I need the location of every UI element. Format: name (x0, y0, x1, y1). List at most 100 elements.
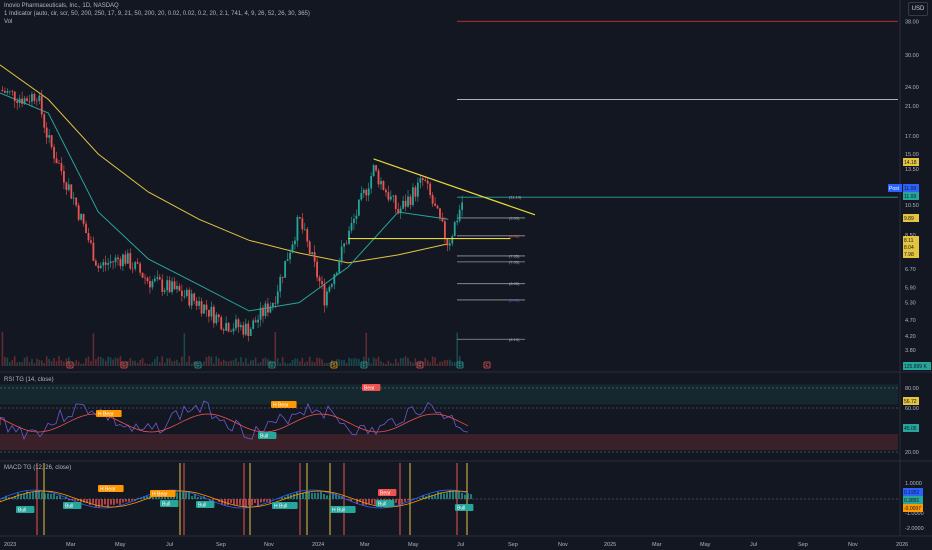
volume-bar (326, 362, 328, 366)
volume-bar (399, 357, 402, 366)
rsi-tick-label: 80.00 (905, 386, 919, 392)
earnings-marker-label: E (418, 363, 422, 369)
fib-level-label: (7.35) (509, 253, 520, 258)
price-tick-label: 24.00 (905, 85, 919, 91)
volume-bar (441, 361, 444, 366)
volume-bar (367, 357, 370, 366)
macd-histogram-bar (335, 494, 337, 499)
volume-bar (213, 363, 215, 366)
indicator-legend[interactable]: 1 Indicator (auto, cir, scr, 50, 200, 25… (4, 11, 310, 17)
candle-body (21, 98, 24, 104)
price-tick-label: 10.50 (905, 203, 919, 209)
volume-bar (232, 359, 235, 366)
macd-histogram-bar (434, 494, 436, 499)
volume-bar (28, 362, 31, 366)
earnings-marker-label: S (332, 363, 336, 369)
candle-body (126, 253, 129, 264)
macd-histogram-bar (23, 493, 25, 499)
candle-body (461, 202, 464, 210)
candle-body (144, 277, 146, 279)
candle-body (257, 319, 259, 323)
candle-body (367, 188, 370, 196)
volume-bar (372, 357, 375, 366)
volume-bar (264, 357, 267, 366)
candle-body (424, 179, 427, 181)
candle-body (131, 268, 134, 270)
macd-histogram-bar (350, 499, 352, 502)
volume-bar (254, 357, 257, 366)
candle-body (232, 328, 235, 332)
volume-bar (55, 361, 58, 366)
candle-body (375, 165, 377, 171)
macd-legend[interactable]: MACD TG (12, 26, close) (4, 465, 72, 471)
candle-body (414, 187, 417, 197)
candle-body (412, 187, 414, 205)
rsi-divergence-label-bg (271, 401, 297, 408)
volume-bar (40, 360, 43, 366)
volume-bar (397, 362, 400, 366)
macd-divergence-label: Bull (378, 502, 386, 508)
volume-bar (26, 356, 28, 366)
candle-body (119, 259, 122, 267)
macd-histogram-bar (47, 493, 49, 499)
candle-body (235, 319, 237, 329)
volume-bar (188, 356, 191, 366)
earnings-marker-label: E (68, 363, 72, 369)
candle-body (458, 209, 461, 221)
volume-bar (107, 356, 109, 366)
macd-histogram-bar (281, 496, 283, 499)
candle-body (262, 307, 264, 317)
macd-histogram-bar (323, 493, 325, 499)
candle-body (357, 199, 360, 216)
volume-bar (419, 360, 422, 366)
candle-body (249, 328, 252, 336)
volume-bar (77, 361, 80, 366)
post-badge (888, 184, 902, 192)
volume-bar (149, 363, 151, 366)
candle-body (48, 135, 51, 138)
currency-label[interactable]: USD (908, 2, 928, 16)
candle-body (53, 146, 55, 159)
macd-histogram-bar (470, 494, 472, 499)
candle-body (63, 171, 65, 183)
candle-body (75, 197, 78, 206)
candle-body (291, 244, 294, 253)
macd-histogram-bar (458, 491, 460, 499)
volume-bar (453, 362, 456, 366)
volume-bar (414, 358, 417, 366)
candle-body (380, 181, 382, 185)
volume-bar (313, 362, 316, 366)
volume-bar (316, 357, 318, 366)
price-tick-label: 15.00 (905, 152, 919, 158)
macd-histogram-bar (188, 491, 190, 499)
candle-body (377, 170, 380, 185)
macd-histogram-bar (248, 499, 250, 506)
candle-body (429, 183, 432, 196)
volume-legend[interactable]: Vol (4, 19, 13, 25)
price-badge (903, 250, 919, 258)
candle-body (195, 300, 198, 306)
rsi-divergence-label: Bull (260, 434, 268, 440)
macd-histogram-bar (8, 497, 10, 499)
candle-body (456, 220, 459, 223)
macd-histogram-bar (221, 499, 223, 505)
candle-body (104, 262, 107, 265)
volume-bar (321, 359, 323, 366)
volume-bar (269, 360, 272, 366)
fib-level-label: (7.05) (509, 259, 520, 264)
rsi-legend[interactable]: RSI TG (14, close) (4, 377, 54, 383)
candle-body (350, 223, 353, 231)
volume-bar (446, 360, 449, 366)
symbol-legend[interactable]: Inovio Pharmaceuticals, Inc., 1D, NASDAQ (4, 3, 119, 9)
macd-histogram-bar (104, 499, 106, 505)
macd-badge-value: 0.3891 (904, 498, 920, 504)
macd-histogram-bar (86, 499, 88, 503)
volume-bar (181, 356, 183, 366)
ma-fast-line (0, 92, 449, 312)
macd-divergence-label-bg (160, 500, 179, 507)
price-badge-value: 11.09 (904, 194, 916, 200)
earnings-marker (456, 361, 464, 369)
macd-histogram-bar (332, 493, 334, 499)
